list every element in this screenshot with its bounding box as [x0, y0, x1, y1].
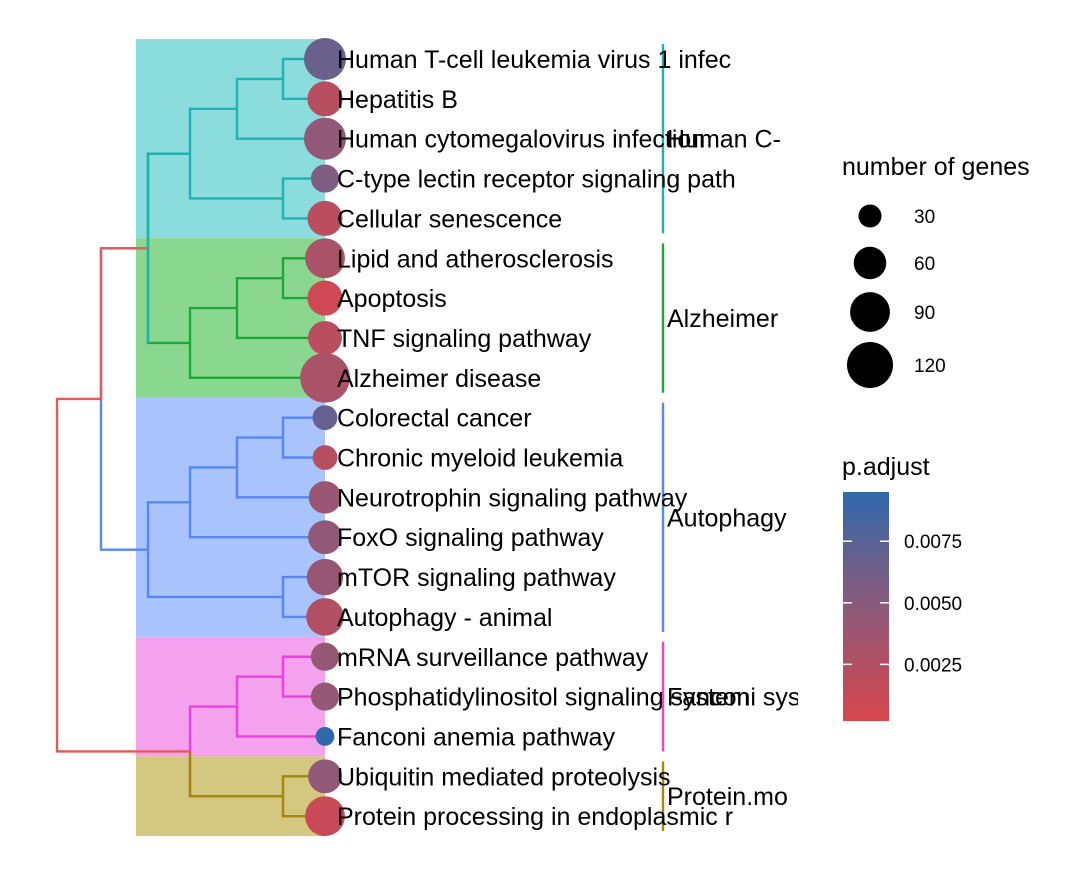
term-dot — [304, 117, 346, 160]
size-legend-key — [858, 204, 882, 228]
term-dot — [308, 759, 342, 794]
color-legend-label: 0.0025 — [904, 655, 962, 676]
term-dot — [312, 405, 338, 431]
term-dot — [308, 520, 342, 555]
term-dot — [304, 38, 346, 80]
term-label: Colorectal cancer — [337, 405, 532, 433]
color-legend: p.adjust 0.0025 0.0050 0.0075 — [842, 453, 962, 721]
term-dot — [307, 280, 343, 316]
color-legend-label: 0.0050 — [904, 594, 962, 615]
term-dot — [307, 200, 343, 236]
term-label: Human cytomegalovirus infection — [337, 126, 705, 154]
term-dot — [306, 558, 344, 596]
term-label: Ubiquitin mediated proteolysis — [337, 763, 671, 791]
term-label: FoxO signaling pathway — [337, 524, 604, 552]
term-dot — [305, 238, 345, 279]
term-label: mRNA surveillance pathway — [337, 644, 649, 672]
term-label: C-type lectin receptor signaling path — [337, 166, 736, 194]
term-label: Lipid and atherosclerosis — [337, 245, 614, 273]
term-dot — [310, 682, 340, 711]
term-dot — [312, 445, 338, 470]
term-label: Apoptosis — [337, 285, 447, 313]
term-label: Human T-cell leukemia virus 1 infec — [337, 46, 731, 74]
size-legend-label: 60 — [914, 254, 935, 275]
cluster-label: Autophagy — [667, 504, 787, 532]
size-legend-label: 120 — [914, 356, 946, 377]
size-legend-title: number of genes — [842, 153, 1030, 181]
color-legend-bar — [843, 492, 889, 721]
color-legend-label: 0.0075 — [904, 532, 962, 553]
term-dot — [308, 481, 342, 514]
term-dot — [306, 598, 344, 636]
term-dot — [310, 642, 340, 671]
term-dot — [308, 321, 342, 355]
term-label: TNF signaling pathway — [337, 325, 592, 353]
term-label: Autophagy - animal — [337, 604, 552, 632]
cluster-highlight — [136, 397, 325, 637]
term-label: Alzheimer disease — [337, 365, 541, 393]
term-dot — [315, 727, 335, 746]
term-label: Fanconi anemia pathway — [337, 723, 615, 751]
term-dot — [300, 352, 350, 403]
color-legend-title: p.adjust — [842, 453, 930, 481]
term-label: Neurotrophin signaling pathway — [337, 484, 688, 512]
size-legend-key — [850, 292, 890, 332]
size-legend-label: 90 — [914, 303, 935, 324]
cluster-highlight — [136, 238, 325, 398]
term-label: Protein processing in endoplasmic r — [337, 803, 733, 831]
term-label: Hepatitis B — [337, 86, 458, 114]
size-legend-label: 30 — [914, 207, 935, 228]
dendrogram-branch — [55, 397, 190, 753]
term-label: mTOR signaling pathway — [337, 564, 616, 592]
term-dot — [310, 164, 340, 193]
cluster-label: Fanconi syste — [667, 684, 821, 712]
term-label: Phosphatidylinositol signaling system — [337, 684, 750, 712]
size-legend: number of genes 30 60 90 120 — [842, 153, 1030, 389]
cluster-label: Protein.mo — [667, 783, 788, 811]
cluster-label: Human C- — [667, 126, 781, 154]
term-dot — [305, 796, 345, 837]
term-dot — [307, 81, 343, 117]
term-label: Cellular senescence — [337, 205, 562, 233]
cluster-label: Alzheimer — [667, 305, 778, 333]
size-legend-key — [853, 246, 887, 280]
size-legend-key — [846, 341, 894, 389]
term-label: Chronic myeloid leukemia — [337, 445, 623, 473]
